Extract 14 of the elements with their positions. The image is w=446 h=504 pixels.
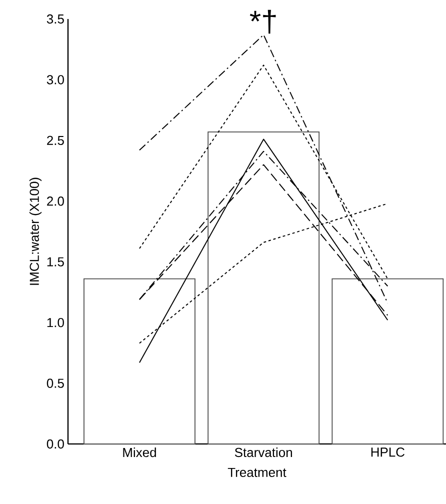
annotation: *† [250, 10, 276, 34]
x-tick-label: Starvation [234, 448, 292, 458]
y-tick-label: 0.5 [46, 378, 64, 388]
y-tick-label: 0.0 [46, 439, 64, 449]
y-axis-title: IMCL:water (X100) [29, 178, 42, 285]
y-tick-label: 2.0 [47, 196, 64, 206]
y-tick-label: 3.0 [46, 75, 64, 84]
x-tick-label: Mixed [123, 448, 156, 458]
y-tick-label: 3.5 [46, 14, 64, 24]
y-tick-label: 1.5 [47, 257, 64, 266]
x-tick-label: HPLC [371, 448, 405, 457]
y-tick-label: 2.5 [47, 136, 64, 146]
y-tick-label: 1.0 [47, 318, 64, 328]
x-axis-title: Treatment [228, 468, 286, 478]
